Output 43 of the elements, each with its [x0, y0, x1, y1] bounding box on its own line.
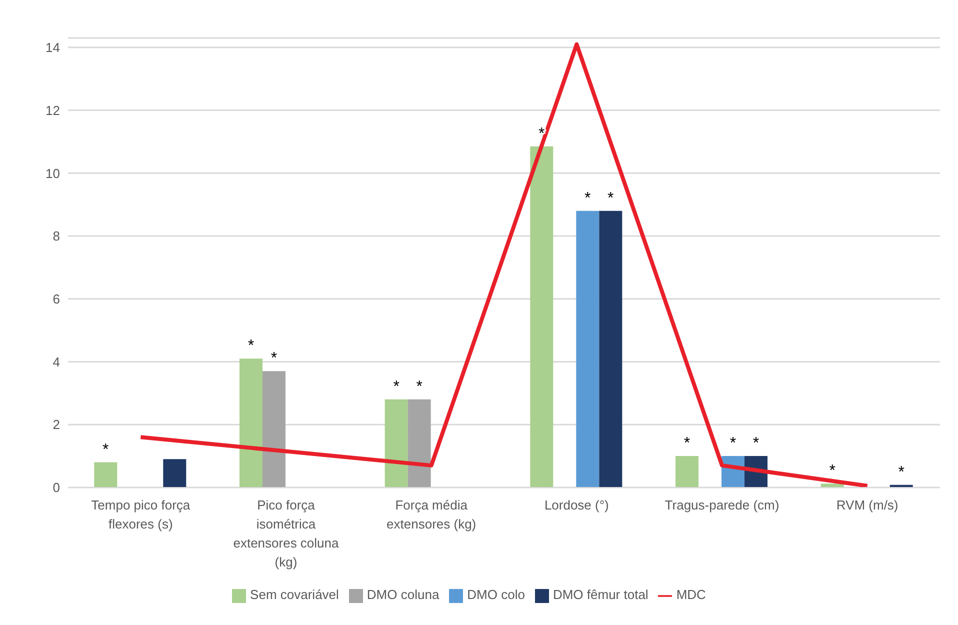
legend-label: DMO coluna [366, 587, 440, 602]
x-tick-label: Lordose (°) [544, 497, 609, 512]
data-label: * [829, 462, 836, 480]
y-tick-label: 2 [52, 417, 60, 432]
bar [163, 459, 186, 488]
data-label: * [730, 435, 736, 452]
data-label: * [416, 378, 422, 396]
y-tick-label: 8 [52, 228, 60, 244]
y-tick-label: 10 [46, 166, 60, 181]
data-label: * [684, 435, 690, 452]
x-tick-label: Tempo pico força flexores (s) [91, 497, 191, 532]
x-tick-label: Força média extensores (kg) [386, 497, 476, 532]
legend-label: DMO fêmur total [552, 587, 648, 602]
data-label: * [898, 464, 904, 481]
data-label: * [538, 125, 545, 142]
bar [408, 399, 431, 488]
y-tick-label: 12 [46, 102, 60, 118]
legend-label: DMO colo [467, 587, 525, 602]
legend-label: Sem covariável [250, 587, 339, 602]
data-label: * [270, 350, 278, 368]
y-tick-label: 14 [46, 40, 60, 56]
bar [599, 210, 622, 488]
data-label: * [102, 441, 109, 458]
bar [384, 399, 408, 488]
bar [239, 358, 262, 488]
x-tick-label: Pico força isométrica extensores coluna (kg) [233, 497, 340, 570]
bar [576, 210, 600, 488]
data-label: * [752, 435, 760, 452]
bar [262, 371, 286, 488]
bar [94, 462, 118, 488]
y-tick-label: 0 [52, 480, 60, 496]
data-label: * [608, 190, 614, 207]
legend-label: MDC [676, 587, 706, 602]
line-series [138, 42, 870, 488]
data-label: * [584, 190, 591, 207]
bar [530, 146, 554, 488]
x-tick-label: RVM (m/s) [836, 497, 898, 512]
bar [675, 456, 698, 488]
data-label: * [248, 338, 254, 355]
x-tick-label: Tragus-parede (cm) [664, 497, 780, 512]
data-label: * [393, 378, 400, 396]
y-tick-label: 6 [52, 291, 60, 306]
y-tick-label: 4 [52, 354, 60, 370]
